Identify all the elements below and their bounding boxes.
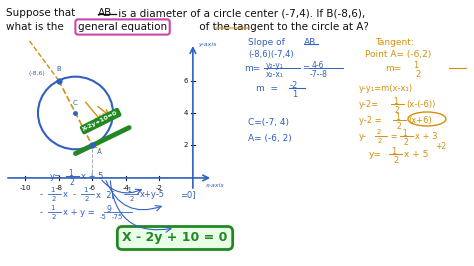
Text: 2: 2 [52, 214, 56, 220]
Text: A: A [97, 149, 102, 155]
Text: 1: 1 [413, 61, 418, 70]
Text: x  2[: x 2[ [96, 190, 115, 199]
Text: 1: 1 [50, 187, 55, 193]
Text: (-8,6): (-8,6) [28, 71, 46, 76]
Text: 6: 6 [183, 77, 188, 84]
Text: 2: 2 [378, 138, 383, 144]
Text: m=: m= [244, 64, 260, 73]
Text: Point A= (-6,2): Point A= (-6,2) [365, 50, 431, 59]
Text: 2: 2 [70, 178, 75, 187]
Text: y₂-y₁: y₂-y₁ [266, 61, 284, 70]
Text: y=: y= [50, 172, 62, 181]
Text: x + 3: x + 3 [415, 132, 438, 141]
Text: -1: -1 [126, 187, 133, 193]
Text: what is the: what is the [6, 22, 67, 32]
Text: y=: y= [369, 150, 382, 159]
Text: y-axis: y-axis [198, 41, 216, 47]
Text: A= (-6, 2): A= (-6, 2) [248, 134, 292, 143]
Text: -: - [40, 208, 43, 217]
Text: 2: 2 [393, 156, 398, 165]
Text: -7--8: -7--8 [310, 70, 328, 79]
Text: =: = [388, 132, 398, 141]
Text: y-: y- [359, 132, 367, 141]
Text: C=(-7, 4): C=(-7, 4) [248, 118, 289, 127]
Text: x+y-5: x+y-5 [140, 190, 165, 199]
Text: 2: 2 [397, 122, 402, 131]
Text: 4: 4 [183, 110, 188, 116]
Text: C: C [73, 101, 78, 106]
Text: 1: 1 [292, 90, 297, 99]
Text: -5: -5 [100, 214, 107, 220]
Text: 2: 2 [183, 143, 188, 148]
Text: y-2=: y-2= [359, 100, 379, 109]
Text: =0]: =0] [180, 190, 195, 199]
Text: Slope of: Slope of [248, 38, 288, 47]
Text: X-2y+10=0: X-2y+10=0 [82, 110, 119, 132]
Text: (x-(-6)): (x-(-6)) [406, 100, 436, 109]
Text: of the tangent to the circle at A?: of the tangent to the circle at A? [196, 22, 369, 32]
Text: x-axis: x-axis [205, 183, 224, 188]
Text: X - 2y + 10 = 0: X - 2y + 10 = 0 [122, 231, 228, 244]
Text: 9: 9 [107, 205, 112, 214]
Text: x + y =: x + y = [63, 208, 95, 217]
Text: (-8,6)(-7,4): (-8,6)(-7,4) [248, 50, 293, 59]
Text: -75: -75 [112, 214, 123, 220]
Text: +2: +2 [435, 142, 446, 151]
Text: 2: 2 [395, 106, 400, 115]
Text: is a diameter of a circle center (-7,4). If B(-8,6),: is a diameter of a circle center (-7,4).… [115, 8, 365, 18]
Text: Suppose that: Suppose that [6, 8, 79, 18]
Text: 2: 2 [52, 196, 56, 202]
Text: x + 5: x + 5 [81, 172, 103, 181]
Text: 1: 1 [391, 147, 396, 156]
Text: y-2 =: y-2 = [359, 116, 382, 125]
Text: 1: 1 [68, 169, 73, 178]
Text: 1: 1 [393, 97, 398, 106]
Text: 4-6: 4-6 [312, 61, 325, 70]
Text: 2: 2 [377, 129, 382, 135]
Text: Tangent:: Tangent: [375, 38, 414, 47]
Text: -2: -2 [290, 81, 298, 90]
Text: 2: 2 [404, 138, 409, 147]
Text: 2: 2 [130, 196, 134, 202]
Text: -: - [73, 190, 76, 199]
Text: B: B [56, 66, 61, 72]
Text: -: - [40, 190, 43, 199]
Text: 1: 1 [83, 187, 88, 193]
Text: -8: -8 [55, 185, 62, 191]
Text: x: x [63, 190, 68, 199]
Text: AB: AB [98, 8, 112, 18]
Text: 1: 1 [402, 129, 407, 138]
Text: 1: 1 [50, 205, 55, 211]
Text: -10: -10 [19, 185, 31, 191]
Text: -4: -4 [122, 185, 129, 191]
Text: AB: AB [304, 38, 316, 47]
Text: m=: m= [385, 64, 401, 73]
Text: 2: 2 [415, 70, 420, 79]
Text: m  =: m = [256, 84, 278, 93]
Text: general equation: general equation [78, 22, 167, 32]
Text: y-y₁=m(x-x₁): y-y₁=m(x-x₁) [359, 84, 413, 93]
Text: x + 5: x + 5 [404, 150, 428, 159]
Text: -2: -2 [156, 185, 163, 191]
Text: (x+6): (x+6) [408, 116, 432, 125]
Text: x₂-x₁: x₂-x₁ [266, 70, 284, 79]
Text: 2: 2 [85, 196, 90, 202]
Text: -6: -6 [89, 185, 96, 191]
Text: 1: 1 [395, 113, 400, 122]
Text: =: = [302, 63, 309, 72]
